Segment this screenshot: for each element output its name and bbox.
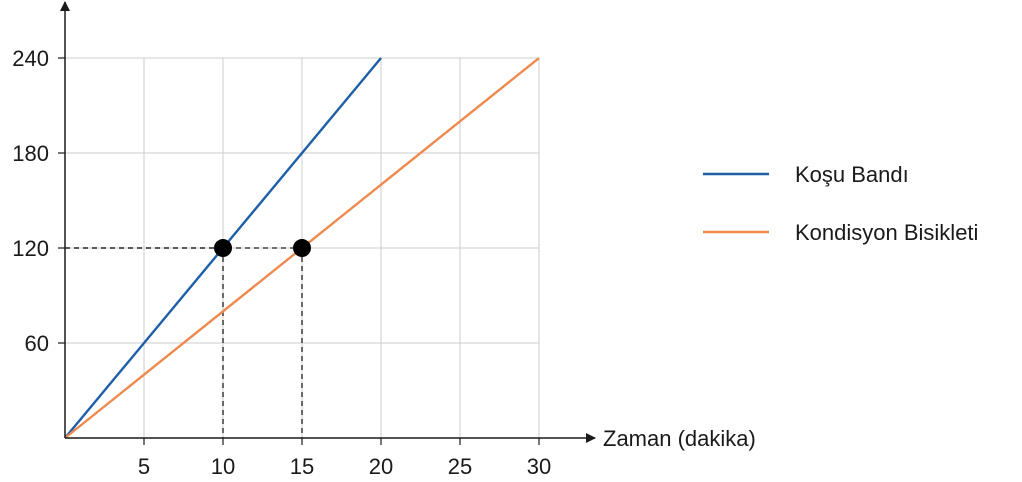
legend: Koşu Bandı Kondisyon Bisikleti: [703, 162, 978, 245]
x-axis-label: Zaman (dakika): [603, 426, 756, 451]
x-tick-label-5: 30: [527, 454, 551, 479]
x-tick-label-0: 5: [138, 454, 150, 479]
y-tick-label-3: 240: [12, 46, 49, 71]
highlight-point-1: [293, 239, 311, 258]
legend-label-0: Koşu Bandı: [795, 162, 909, 187]
y-tick-label-0: 60: [25, 331, 49, 356]
highlight-points: [214, 239, 311, 258]
y-tick-label-1: 120: [12, 236, 49, 261]
tick-labels: 5 10 15 20 25 30 60 120 180 240: [12, 46, 551, 479]
guide-lines: [65, 247, 303, 438]
x-tick-label-4: 25: [448, 454, 472, 479]
x-tick-label-3: 20: [369, 454, 393, 479]
x-tick-label-1: 10: [211, 454, 235, 479]
y-tick-label-2: 180: [12, 141, 49, 166]
legend-label-1: Kondisyon Bisikleti: [795, 220, 978, 245]
highlight-point-0: [214, 239, 232, 258]
x-tick-label-2: 15: [290, 454, 314, 479]
axes: [58, 1, 596, 445]
